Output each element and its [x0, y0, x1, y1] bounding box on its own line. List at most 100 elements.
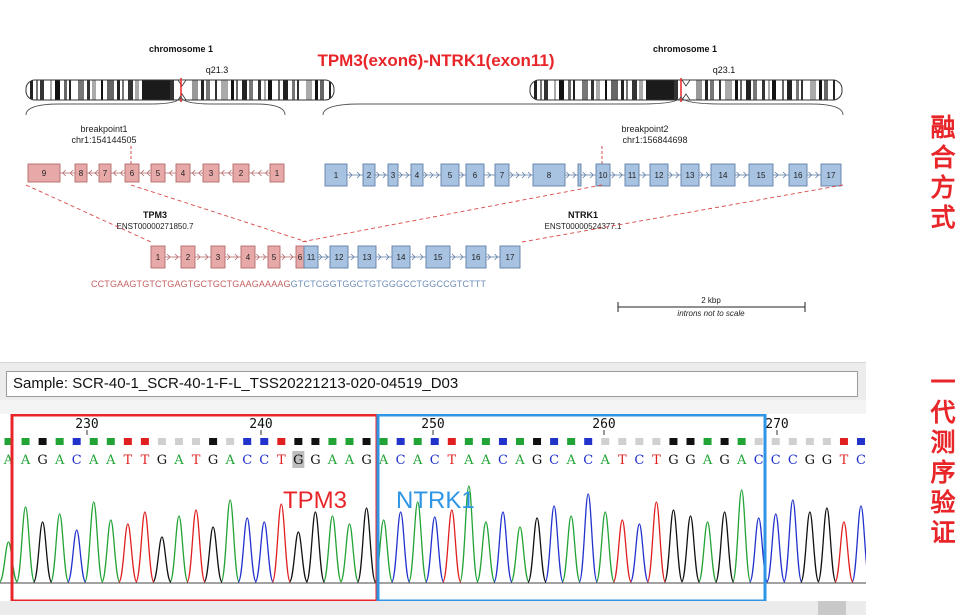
sample-bar: Sample: SCR-40-1_SCR-40-1-F-L_TSS2022121…	[0, 362, 866, 401]
exon-box	[425, 245, 451, 269]
side-label-char: 一	[930, 368, 956, 397]
exon-number: 14	[719, 171, 728, 180]
junction-sequence: CCTGAAGTGTCTGAGTGCTGCTGAAGAAAAGGTCTCGGTG…	[91, 279, 487, 289]
base-call: A	[736, 453, 747, 468]
base-call: G	[361, 453, 371, 468]
ntrk1-gene-track: 1 2 3 4 5 6 7 8 10 11 12 13 14 15 16 17	[324, 163, 842, 187]
side-label-char: 代	[930, 398, 956, 427]
quality-marker	[737, 438, 746, 445]
sanger-trace-panel: Sample: SCR-40-1_SCR-40-1-F-L_TSS2022121…	[0, 362, 866, 615]
exon-number: 1	[156, 253, 161, 262]
quality-marker	[533, 438, 542, 445]
exon-box	[267, 245, 281, 269]
exon-number: 4	[181, 169, 186, 178]
quality-marker	[413, 438, 422, 445]
base-call: T	[652, 453, 661, 468]
right-chromosome-ideogram	[529, 78, 843, 102]
base-call: A	[600, 453, 611, 468]
quality-marker	[379, 438, 388, 445]
base-call: C	[754, 453, 764, 468]
quality-marker	[430, 438, 439, 445]
base-call: A	[173, 453, 184, 468]
quality-marker	[771, 438, 780, 445]
breakpoint2-label: breakpoint2	[621, 124, 668, 134]
exon-box	[269, 163, 285, 183]
exon-number: 8	[79, 169, 84, 178]
exon-box	[202, 163, 220, 183]
exon-number: 12	[335, 253, 344, 262]
ntrk1-region-label: NTRK1	[396, 487, 475, 514]
sample-name-field[interactable]: Sample: SCR-40-1_SCR-40-1-F-L_TSS2022121…	[6, 371, 858, 397]
trace-t	[118, 501, 854, 583]
side-label-char: 式	[930, 203, 956, 232]
ntrk1-transcript: ENST00000524377.1	[545, 222, 623, 231]
exon-box	[649, 163, 669, 187]
exon-box	[124, 163, 140, 183]
quality-marker	[345, 438, 354, 445]
exon-box	[820, 163, 842, 187]
ruler-position: 230	[75, 417, 98, 432]
base-call: G	[293, 453, 303, 468]
quality-marker	[277, 438, 286, 445]
quality-marker	[38, 438, 47, 445]
exon-number: 10	[599, 171, 608, 180]
base-call: C	[788, 453, 798, 468]
base-call: C	[259, 453, 269, 468]
base-call: G	[37, 453, 47, 468]
exon-box	[362, 163, 376, 187]
trace-c	[67, 493, 866, 583]
scrollbar-thumb[interactable]	[818, 601, 846, 615]
base-call: A	[20, 453, 31, 468]
exon-number: 12	[655, 171, 664, 180]
quality-marker	[669, 438, 678, 445]
base-call: A	[412, 453, 423, 468]
base-call: C	[498, 453, 508, 468]
horizontal-scrollbar[interactable]	[0, 601, 866, 615]
exon-box	[240, 245, 256, 269]
quality-marker	[260, 438, 269, 445]
trace-a	[0, 485, 752, 583]
tpm3-zoom-bracket	[25, 95, 286, 116]
fusion-gene-track: 1 2 3 4 5 6 11 12 13 14 15 16 17	[150, 245, 521, 269]
exon-box	[410, 163, 424, 187]
side-label-char: 融	[930, 113, 956, 142]
quality-marker	[209, 438, 218, 445]
exon-box	[465, 163, 485, 187]
exon-number: 5	[156, 169, 161, 178]
left-chrom-band: q21.3	[206, 65, 229, 75]
quality-marker	[498, 438, 507, 445]
quality-marker	[175, 438, 183, 445]
quality-marker	[584, 438, 593, 445]
base-call: A	[105, 453, 116, 468]
quality-marker	[601, 438, 610, 445]
exon-number: 17	[827, 171, 836, 180]
exon-number: 8	[547, 171, 552, 180]
fusion-diagram: TPM3(exon6)-NTRK1(exon11) chromosome 1 q…	[25, 44, 844, 318]
quality-marker	[123, 438, 132, 445]
exon-box	[680, 163, 700, 187]
quality-marker	[618, 438, 627, 445]
exon-number: 3	[216, 253, 221, 262]
exon-number: 4	[246, 253, 251, 262]
base-call: T	[192, 453, 201, 468]
exon-number: 2	[367, 171, 372, 180]
left-chrom-name: chromosome 1	[149, 44, 213, 54]
quality-marker	[192, 438, 201, 445]
base-call: A	[3, 453, 14, 468]
exon-box	[532, 163, 566, 187]
base-call: A	[480, 453, 491, 468]
breakpoint1-pos: chr1:154144505	[71, 135, 136, 145]
exon-number: 15	[434, 253, 443, 262]
exon-number: 9	[42, 169, 47, 178]
side-label-fusion-method: 融合方式	[929, 113, 957, 233]
tpm3-gene-name: TPM3	[143, 210, 167, 220]
quality-marker	[4, 438, 13, 445]
exon-number: 15	[757, 171, 766, 180]
base-call: C	[430, 453, 440, 468]
side-label-char: 序	[930, 458, 956, 487]
base-call: G	[685, 453, 695, 468]
ruler-position: 240	[249, 417, 272, 432]
exon-number: 7	[500, 171, 505, 180]
quality-marker	[396, 438, 405, 445]
trace-g	[32, 507, 837, 583]
